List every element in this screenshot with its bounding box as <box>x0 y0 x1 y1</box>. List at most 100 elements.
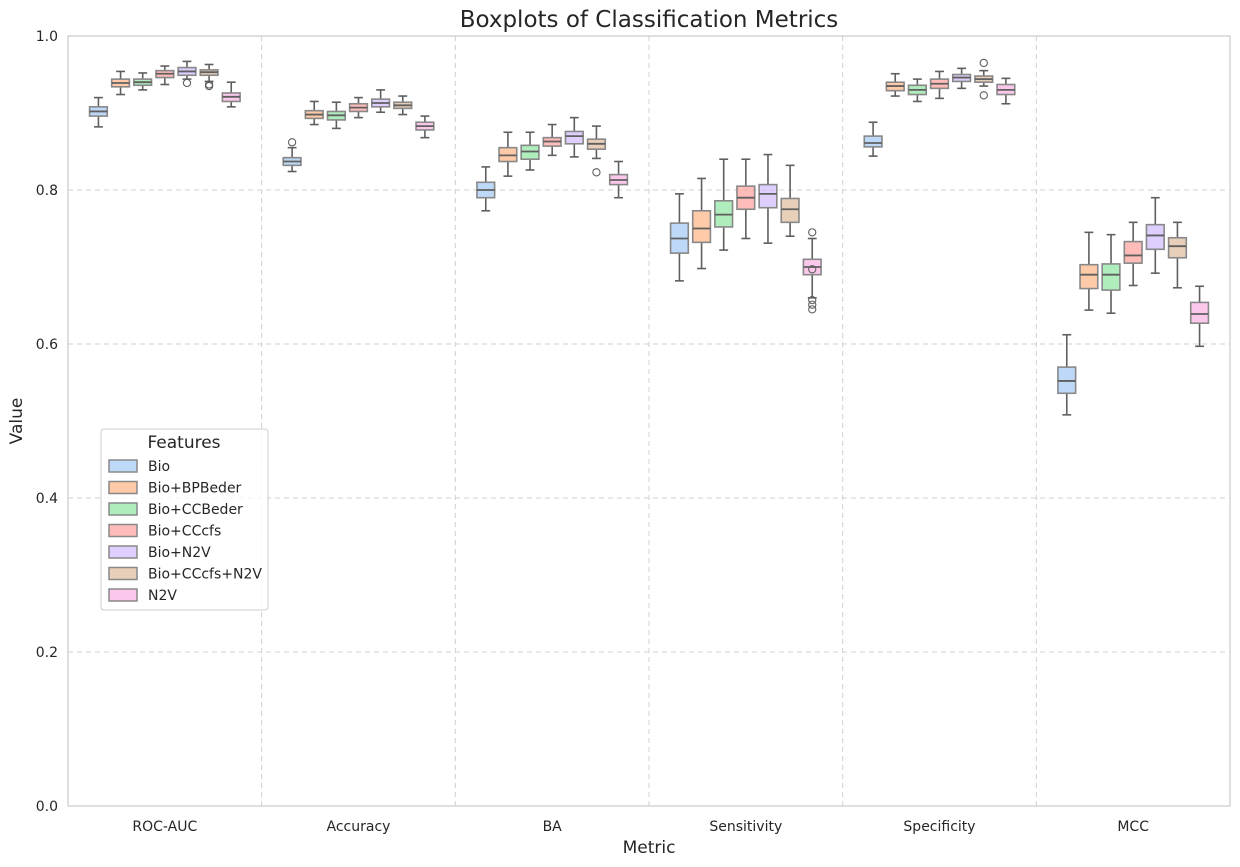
y-tick-label: 0.8 <box>36 183 58 199</box>
box-Bio+CCcfs <box>1123 221 1143 287</box>
y-tick-label: 0.2 <box>36 645 58 661</box>
legend-entry: Bio <box>148 459 170 475</box>
legend-swatch <box>108 523 138 538</box>
outlier-point <box>808 265 817 274</box>
plot-frame <box>67 35 1231 807</box>
box-body <box>564 130 584 145</box>
outlier-point <box>808 300 817 309</box>
box-Bio+CCcfs <box>348 96 369 119</box>
box-Bio+CCcfs <box>929 70 950 100</box>
outlier-point <box>979 91 988 100</box>
y-tick-labels: 0.0 0.2 0.4 0.6 0.8 1.0 <box>36 29 58 815</box>
box-N2V <box>1189 285 1210 348</box>
x-tick-label: ROC-AUC <box>132 819 197 835</box>
box-body <box>691 209 712 244</box>
legend-title: Features <box>147 433 220 453</box>
box-Bio+N2V <box>1145 196 1165 274</box>
box-Bio+CCBeder <box>1101 233 1121 315</box>
outlier-point <box>592 168 601 177</box>
legend-swatch <box>108 545 138 559</box>
outlier-point <box>808 228 817 237</box>
outlier-point <box>979 58 988 68</box>
box-Bio+CCBeder <box>520 131 540 171</box>
x-axis-label: Metric <box>623 838 676 858</box>
box-Bio+N2V <box>177 60 197 88</box>
box-Bio+CCcfs+N2V <box>393 95 413 116</box>
legend-swatch <box>108 459 138 473</box>
y-tick-label: 1.0 <box>36 29 58 45</box>
box-body <box>758 183 778 209</box>
legend-entry: Bio+BPBeder <box>148 481 242 497</box>
box-N2V <box>221 81 241 108</box>
box-Bio+CCBeder <box>326 101 347 130</box>
chart-title: Boxplots of Classification Metrics <box>460 7 839 33</box>
box-body <box>863 135 883 148</box>
x-tick-label: Accuracy <box>327 819 391 835</box>
box-Bio+BPBeder <box>691 177 712 270</box>
y-tick-label: 0.4 <box>36 491 58 507</box>
box-Bio+CCcfs <box>736 158 756 240</box>
legend-entry: Bio+CCcfs+N2V <box>148 567 262 583</box>
box-Bio+CCBeder <box>907 78 928 103</box>
box-Bio+BPBeder <box>304 100 324 126</box>
y-tick-label: 0.0 <box>36 799 58 815</box>
outlier-point <box>808 305 817 314</box>
box-Bio+N2V <box>370 89 391 114</box>
x-tick-label: Sensitivity <box>709 819 782 835</box>
box-body <box>1101 263 1121 291</box>
box-marks <box>88 58 1210 416</box>
legend-entry: Bio+CCBeder <box>148 502 243 518</box>
box-Bio+CCcfs <box>155 65 175 86</box>
box-body <box>1123 240 1143 264</box>
box-N2V <box>415 115 435 139</box>
legend-entry: N2V <box>148 588 177 604</box>
box-Bio+CCcfs+N2V <box>199 63 219 91</box>
box-Bio+CCcfs <box>542 123 562 157</box>
legend-swatch <box>108 480 138 495</box>
box-Bio+CCBeder <box>133 72 153 91</box>
legend-entry: Bio+N2V <box>148 545 211 561</box>
x-tick-label: BA <box>543 819 563 835</box>
box-body <box>1145 223 1165 251</box>
box-Bio <box>863 121 883 157</box>
box-Bio <box>476 166 496 212</box>
box-Bio <box>88 96 109 128</box>
box-Bio <box>282 138 302 173</box>
box-Bio+CCcfs+N2V <box>586 125 607 177</box>
box-body <box>780 197 800 224</box>
outlier-point <box>808 295 817 305</box>
box-Bio <box>1057 333 1077 416</box>
outlier-point <box>204 81 214 91</box>
box-Bio <box>669 193 690 282</box>
box-Bio+N2V <box>951 67 972 90</box>
legend: Features Bio Bio+BPBeder Bio+CCBeder Bio+CC… <box>100 428 269 611</box>
box-N2V <box>608 160 629 199</box>
box-N2V <box>802 228 822 314</box>
legend-swatch <box>108 588 138 602</box>
box-Bio+CCcfs+N2V <box>1167 221 1188 289</box>
box-Bio+CCcfs+N2V <box>780 164 800 237</box>
x-tick-label: MCC <box>1117 819 1149 835</box>
legend-entry: Bio+CCcfs <box>148 524 221 540</box>
box-Bio+BPBeder <box>498 131 518 177</box>
box-Bio+BPBeder <box>1079 231 1099 311</box>
box-body <box>1167 236 1188 259</box>
x-tick-labels: ROC-AUC Accuracy BA Sensitivity Specificity M… <box>132 819 1149 835</box>
legend-frame <box>100 428 269 611</box>
y-tick-label: 0.6 <box>36 337 58 353</box>
outlier-point <box>287 138 297 147</box>
box-body <box>1079 263 1099 290</box>
legend-swatch <box>108 566 138 581</box>
box-Bio+BPBeder <box>885 72 905 97</box>
outlier-point <box>182 78 192 88</box>
y-axis-label: Value <box>7 398 27 445</box>
x-tick-label: Specificity <box>903 819 975 835</box>
box-Bio+CCBeder <box>714 158 734 251</box>
box-N2V <box>996 77 1016 105</box>
box-body <box>1189 301 1210 325</box>
legend-swatch <box>108 502 138 516</box>
box-Bio+N2V <box>564 116 584 158</box>
box-Bio+BPBeder <box>110 70 131 96</box>
box-Bio+N2V <box>758 153 778 244</box>
